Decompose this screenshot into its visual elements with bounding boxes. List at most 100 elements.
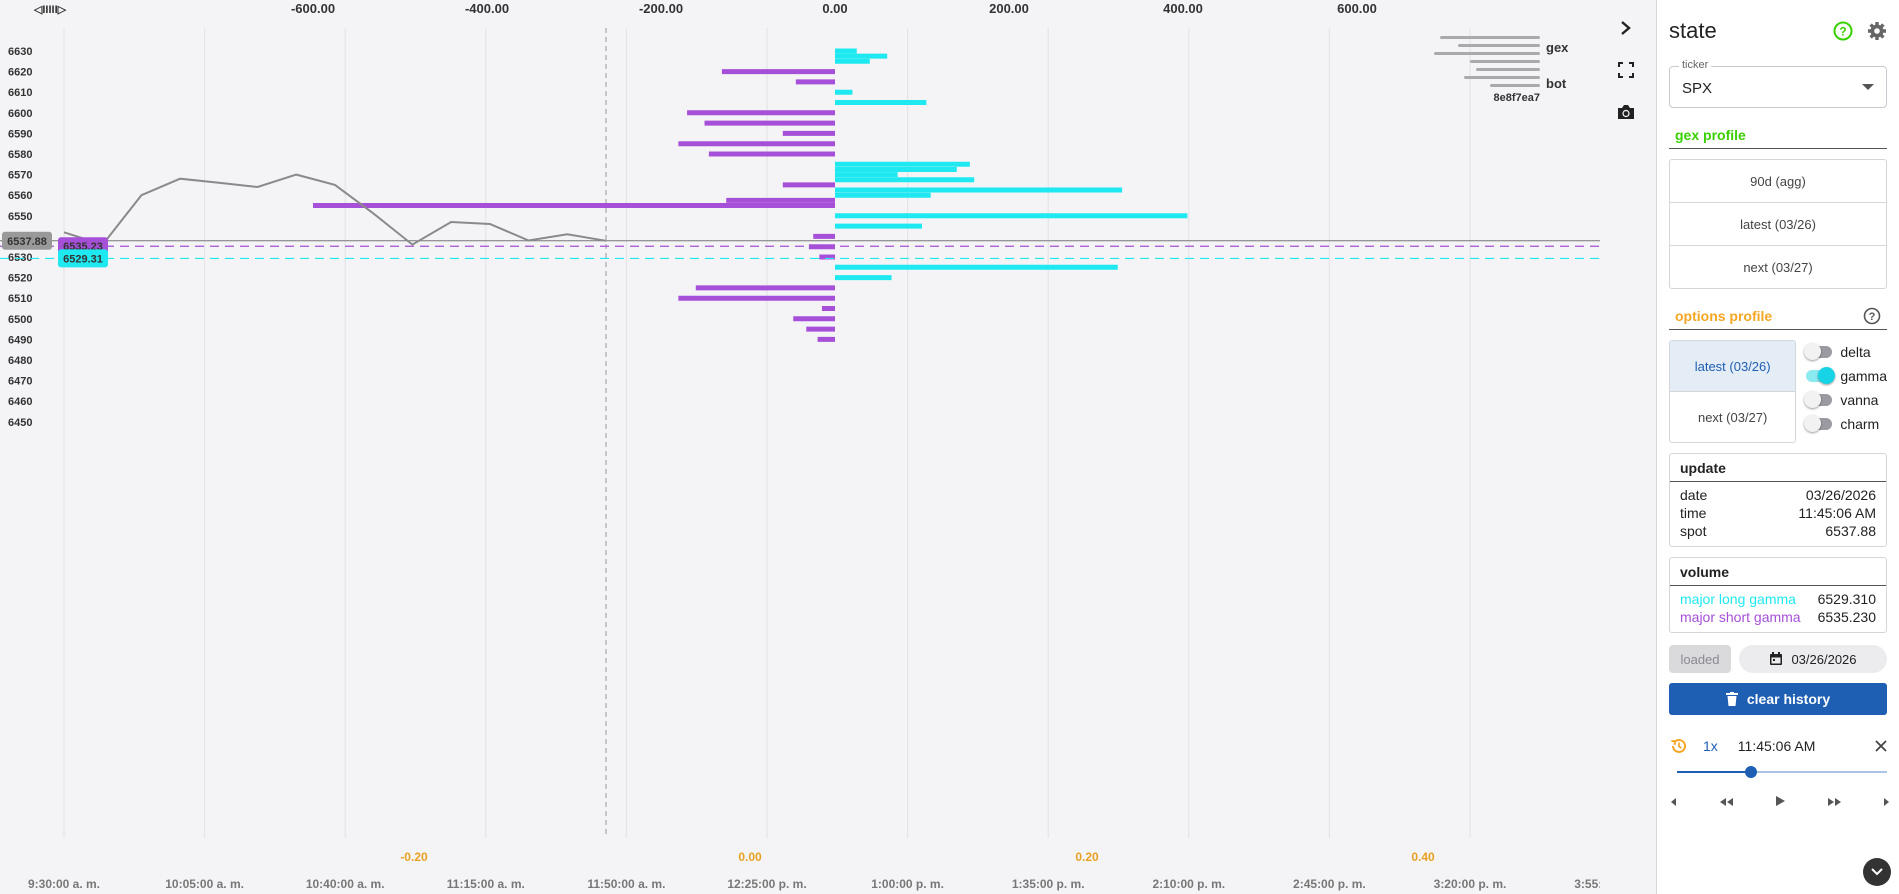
time-axis-tick: 10:05:00 a. m. bbox=[165, 877, 244, 891]
chevron-right-icon bbox=[1621, 21, 1631, 35]
time-axis-tick: 3:55:00 p. m. bbox=[1574, 877, 1600, 891]
chart-canvas[interactable]: -600.00 -400.00 -200.00 0.00 200.00 400.00 600… bbox=[0, 0, 1600, 894]
top-axis-tick: -600.00 bbox=[291, 1, 335, 16]
date-picker-button[interactable]: 03/26/2026 bbox=[1739, 645, 1887, 673]
gex-profile-90d-button[interactable]: 90d (agg) bbox=[1670, 160, 1886, 203]
rewind-icon bbox=[1719, 797, 1733, 806]
update-title: update bbox=[1670, 460, 1886, 482]
top-axis-tick: 0.00 bbox=[822, 1, 847, 16]
clear-history-button[interactable]: clear history bbox=[1669, 683, 1887, 715]
fullscreen-button[interactable] bbox=[1610, 54, 1642, 86]
y-axis-tick: 6620 bbox=[8, 67, 32, 79]
options-profile-controls: latest (03/26) next (03/27) delta gamma … bbox=[1669, 340, 1887, 443]
logo-line bbox=[1440, 36, 1540, 39]
replay-slider[interactable] bbox=[1677, 765, 1887, 779]
y-axis-tick: 6630 bbox=[8, 46, 32, 58]
rewind-button[interactable] bbox=[1718, 796, 1734, 810]
options-next-button[interactable]: next (03/27) bbox=[1697, 409, 1768, 425]
greek-toggles: delta gamma vanna charm bbox=[1796, 340, 1887, 443]
y-axis-tick: 6470 bbox=[8, 376, 32, 388]
expand-panel-button[interactable] bbox=[1610, 12, 1642, 44]
delta-switch[interactable] bbox=[1804, 343, 1833, 360]
gex-chart[interactable]: -600.00 -400.00 -200.00 0.00 200.00 400.00 600… bbox=[0, 0, 1600, 894]
gex-profile-latest-button[interactable]: latest (03/26) bbox=[1670, 203, 1886, 246]
ticker-label: ticker bbox=[1679, 59, 1712, 71]
time-axis-tick: 12:25:00 p. m. bbox=[727, 877, 806, 891]
toggle-delta[interactable]: delta bbox=[1804, 340, 1887, 364]
step-back-button[interactable] bbox=[1669, 796, 1677, 810]
y-axis-tick: 6590 bbox=[8, 128, 32, 140]
gex-profile-buttons: 90d (agg) latest (03/26) next (03/27) bbox=[1669, 159, 1887, 289]
close-icon[interactable] bbox=[1875, 740, 1887, 752]
y-axis-tick: 6520 bbox=[8, 273, 32, 285]
history-icon[interactable] bbox=[1669, 737, 1687, 755]
y-axis-tick: 6580 bbox=[8, 149, 32, 161]
play-button[interactable] bbox=[1774, 795, 1786, 810]
svg-text:?: ? bbox=[1839, 25, 1846, 39]
play-icon bbox=[1776, 796, 1785, 806]
y-axis-tick: 6460 bbox=[8, 396, 32, 408]
step-back-icon bbox=[1671, 797, 1676, 806]
secondary-axis-tick: 0.00 bbox=[738, 850, 762, 864]
time-axis-tick: 10:40:00 a. m. bbox=[306, 877, 385, 891]
slider-thumb[interactable] bbox=[1744, 766, 1757, 778]
y-axis-tick: 6610 bbox=[8, 87, 32, 99]
gear-icon[interactable] bbox=[1867, 21, 1887, 41]
chart-toolbar bbox=[1610, 12, 1654, 138]
top-axis-tick: 200.00 bbox=[989, 1, 1029, 16]
long-gamma-label: 6529.31 bbox=[63, 253, 103, 265]
gamma-switch[interactable] bbox=[1806, 367, 1836, 384]
options-latest-button[interactable]: latest (03/26) bbox=[1670, 341, 1796, 392]
scroll-down-button[interactable] bbox=[1863, 858, 1891, 886]
replay-speed[interactable]: 1x bbox=[1703, 738, 1718, 754]
top-axis-tick: 600.00 bbox=[1337, 1, 1377, 16]
long-gamma-label-bg bbox=[58, 249, 108, 268]
toggle-charm-label: charm bbox=[1840, 416, 1880, 432]
slider-fill bbox=[1677, 771, 1751, 773]
update-spot-key: spot bbox=[1680, 523, 1707, 539]
toggle-charm[interactable]: charm bbox=[1804, 412, 1887, 436]
gex-profile-next-button[interactable]: next (03/27) bbox=[1743, 259, 1813, 275]
update-time-key: time bbox=[1680, 505, 1707, 521]
vanna-switch[interactable] bbox=[1804, 391, 1833, 408]
major-long-gamma-value: 6529.310 bbox=[1817, 591, 1876, 607]
y-axis-tick: 6450 bbox=[8, 417, 32, 429]
major-long-gamma-key: major long gamma bbox=[1680, 591, 1796, 607]
fast-forward-button[interactable] bbox=[1827, 796, 1843, 810]
time-axis-tick: 11:15:00 a. m. bbox=[447, 877, 525, 891]
time-axis-tick: 11:50:00 a. m. bbox=[587, 877, 665, 891]
panel-header: state ? bbox=[1657, 0, 1899, 48]
history-row: loaded 03/26/2026 bbox=[1669, 645, 1887, 673]
top-axis-tick: -200.00 bbox=[639, 1, 683, 16]
y-axis-tick: 6550 bbox=[8, 211, 32, 223]
logo-line bbox=[1490, 84, 1540, 87]
calendar-icon bbox=[1770, 652, 1783, 665]
options-help-icon[interactable]: ? bbox=[1863, 307, 1881, 325]
ticker-select[interactable]: ticker SPX bbox=[1669, 59, 1887, 108]
update-spot-value: 6537.88 bbox=[1825, 523, 1876, 539]
help-icon[interactable]: ? bbox=[1833, 21, 1853, 41]
toggle-gamma[interactable]: gamma bbox=[1806, 364, 1887, 388]
update-date-value: 03/26/2026 bbox=[1805, 487, 1876, 503]
clear-history-label: clear history bbox=[1746, 691, 1831, 707]
time-axis-tick: 1:00:00 p. m. bbox=[871, 877, 944, 891]
update-row-spot: spot 6537.88 bbox=[1680, 522, 1876, 540]
panel-title: state bbox=[1669, 18, 1717, 43]
loaded-button[interactable]: loaded bbox=[1669, 645, 1731, 673]
replay-controls: 1x 11:45:06 AM bbox=[1669, 737, 1887, 755]
volume-info: volume major long gamma 6529.310 major sh… bbox=[1669, 557, 1887, 633]
update-date-key: date bbox=[1680, 487, 1708, 503]
step-forward-button[interactable] bbox=[1883, 796, 1891, 810]
toggle-gamma-label: gamma bbox=[1840, 368, 1887, 384]
charm-switch[interactable] bbox=[1804, 415, 1833, 432]
svg-text:?: ? bbox=[1869, 311, 1876, 323]
options-profile-header: options profile ? bbox=[1669, 303, 1887, 330]
spot-label: 6537.88 bbox=[7, 236, 47, 248]
volume-row-long: major long gamma 6529.310 bbox=[1680, 590, 1876, 608]
volume-title: volume bbox=[1670, 564, 1886, 586]
fullscreen-icon bbox=[1618, 62, 1634, 78]
toggle-vanna[interactable]: vanna bbox=[1804, 388, 1887, 412]
gexbot-logo bbox=[1434, 36, 1540, 87]
screenshot-button[interactable] bbox=[1610, 96, 1642, 128]
date-picker-value: 03/26/2026 bbox=[1791, 651, 1857, 667]
